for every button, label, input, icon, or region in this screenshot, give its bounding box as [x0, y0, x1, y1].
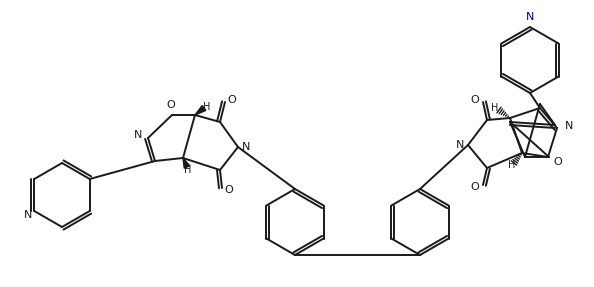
Text: N: N	[242, 142, 250, 152]
Text: H: H	[203, 102, 211, 112]
Text: O: O	[228, 95, 236, 105]
Polygon shape	[183, 158, 189, 168]
Text: O: O	[470, 95, 479, 105]
Text: N: N	[526, 12, 534, 22]
Text: N: N	[456, 140, 464, 150]
Text: O: O	[554, 157, 563, 167]
Polygon shape	[195, 106, 206, 115]
Text: N: N	[24, 210, 33, 220]
Text: H: H	[491, 103, 499, 113]
Text: H: H	[508, 160, 516, 170]
Text: O: O	[470, 182, 479, 192]
Text: O: O	[167, 100, 175, 110]
Text: N: N	[565, 121, 573, 131]
Text: N: N	[134, 130, 142, 140]
Text: O: O	[225, 185, 233, 195]
Text: H: H	[184, 165, 192, 175]
